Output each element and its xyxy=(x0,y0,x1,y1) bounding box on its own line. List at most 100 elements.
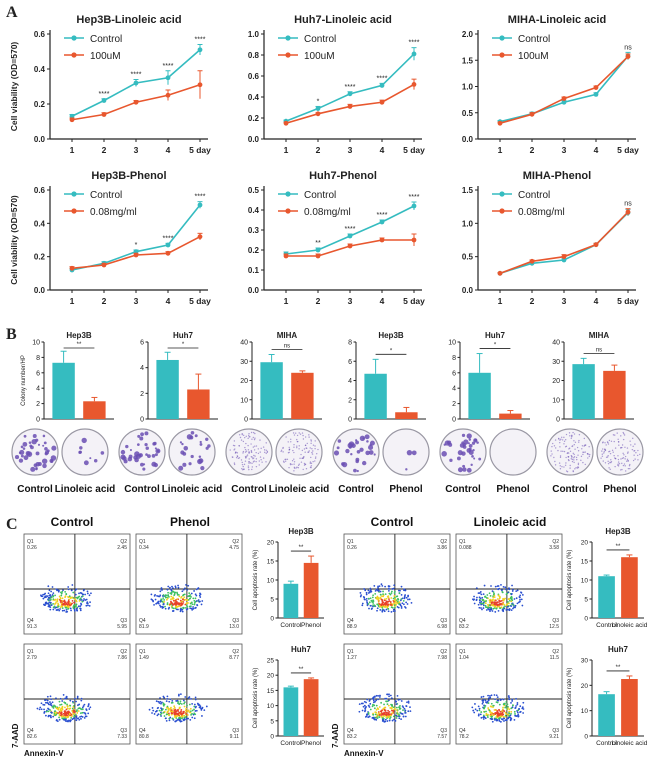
x-tick-label: 4 xyxy=(594,145,599,155)
event-dot xyxy=(492,704,495,707)
significance-label: ** xyxy=(315,240,321,247)
colony xyxy=(51,445,57,451)
event-dot xyxy=(199,707,202,709)
colony xyxy=(140,432,144,437)
event-dot xyxy=(84,599,87,601)
event-dot xyxy=(382,605,385,608)
y-tick-label: 0.6 xyxy=(34,186,46,195)
colony xyxy=(560,438,562,440)
quadrant-label: 88.9 xyxy=(347,624,357,630)
event-dot xyxy=(405,596,408,599)
colony xyxy=(559,439,561,441)
colony xyxy=(182,451,187,456)
event-dot xyxy=(192,713,195,716)
event-dot xyxy=(160,588,163,591)
quadrant-label: Q3 xyxy=(440,728,447,734)
event-dot xyxy=(60,712,63,715)
colony xyxy=(200,466,205,471)
event-dot xyxy=(195,600,198,602)
event-dot xyxy=(53,599,56,602)
event-dot xyxy=(488,604,491,606)
colony xyxy=(248,433,250,435)
event-dot xyxy=(170,598,172,601)
y-tick-label: 0.2 xyxy=(248,114,260,123)
colony xyxy=(288,448,291,451)
data-point xyxy=(347,243,353,249)
event-dot xyxy=(55,601,58,604)
event-dot xyxy=(64,591,67,593)
event-dot xyxy=(372,605,374,608)
x-tick-label: 4 xyxy=(380,296,385,306)
colony xyxy=(252,436,255,439)
event-dot xyxy=(514,706,517,709)
event-dot xyxy=(182,699,185,702)
event-dot xyxy=(63,599,66,602)
colony xyxy=(573,456,576,458)
event-dot xyxy=(400,700,403,702)
x-tick-label: 2 xyxy=(316,296,321,306)
x-tick-label: 5 day xyxy=(617,145,639,155)
colony xyxy=(29,444,33,448)
event-dot xyxy=(55,711,58,714)
colony xyxy=(373,453,376,456)
y-tick-label: 8 xyxy=(348,340,352,347)
colony xyxy=(601,453,604,455)
event-dot xyxy=(402,706,405,709)
colony xyxy=(315,456,317,458)
event-dot xyxy=(189,602,192,605)
event-dot xyxy=(395,709,398,711)
flow-header: Linoleic acid xyxy=(474,515,547,529)
event-dot xyxy=(485,710,487,713)
x-tick-label: 3 xyxy=(348,296,353,306)
colony xyxy=(261,461,263,463)
colony xyxy=(568,432,571,434)
event-dot xyxy=(489,606,492,609)
event-dot xyxy=(385,603,388,606)
event-dot xyxy=(386,603,389,606)
event-dot xyxy=(358,710,361,713)
event-dot xyxy=(171,585,173,588)
flow-plot-frame xyxy=(343,643,451,745)
quadrant-label: Q4 xyxy=(459,728,466,734)
event-dot xyxy=(490,585,492,587)
colony xyxy=(253,454,255,457)
colony xyxy=(624,455,627,458)
chart-title: MIHA-Phenol xyxy=(523,170,591,182)
event-dot xyxy=(491,601,494,604)
event-dot xyxy=(401,713,404,715)
event-dot xyxy=(388,715,391,718)
event-dot xyxy=(171,587,174,590)
quadrant-label: Q3 xyxy=(232,618,239,624)
y-tick-label: 15 xyxy=(267,559,275,566)
event-dot xyxy=(193,703,196,706)
event-dot xyxy=(511,603,513,606)
colony xyxy=(35,467,38,471)
event-dot xyxy=(489,696,492,699)
colony xyxy=(365,450,370,456)
chart-title: Hep3B xyxy=(605,527,631,536)
colony xyxy=(145,453,148,456)
colony xyxy=(341,461,348,468)
event-dot xyxy=(54,710,56,712)
event-dot xyxy=(66,716,69,719)
event-dot xyxy=(167,710,170,713)
event-dot xyxy=(74,697,76,700)
colony xyxy=(622,438,625,441)
chart-title: MIHA-Linoleic acid xyxy=(508,14,606,26)
event-dot xyxy=(473,711,476,714)
y-axis-label: Cell viability (OD=570) xyxy=(9,195,19,285)
event-dot xyxy=(492,706,494,709)
event-dot xyxy=(76,695,79,698)
event-dot xyxy=(398,602,401,605)
colony xyxy=(249,462,252,464)
event-dot xyxy=(199,593,202,596)
event-dot xyxy=(38,708,41,711)
colony xyxy=(296,434,299,437)
colony xyxy=(601,455,604,458)
colony xyxy=(248,452,250,454)
quadrant-label: Q4 xyxy=(27,618,34,624)
event-dot xyxy=(64,697,66,700)
event-dot xyxy=(519,594,522,597)
legend-label: Control xyxy=(304,190,336,201)
event-dot xyxy=(408,598,411,601)
